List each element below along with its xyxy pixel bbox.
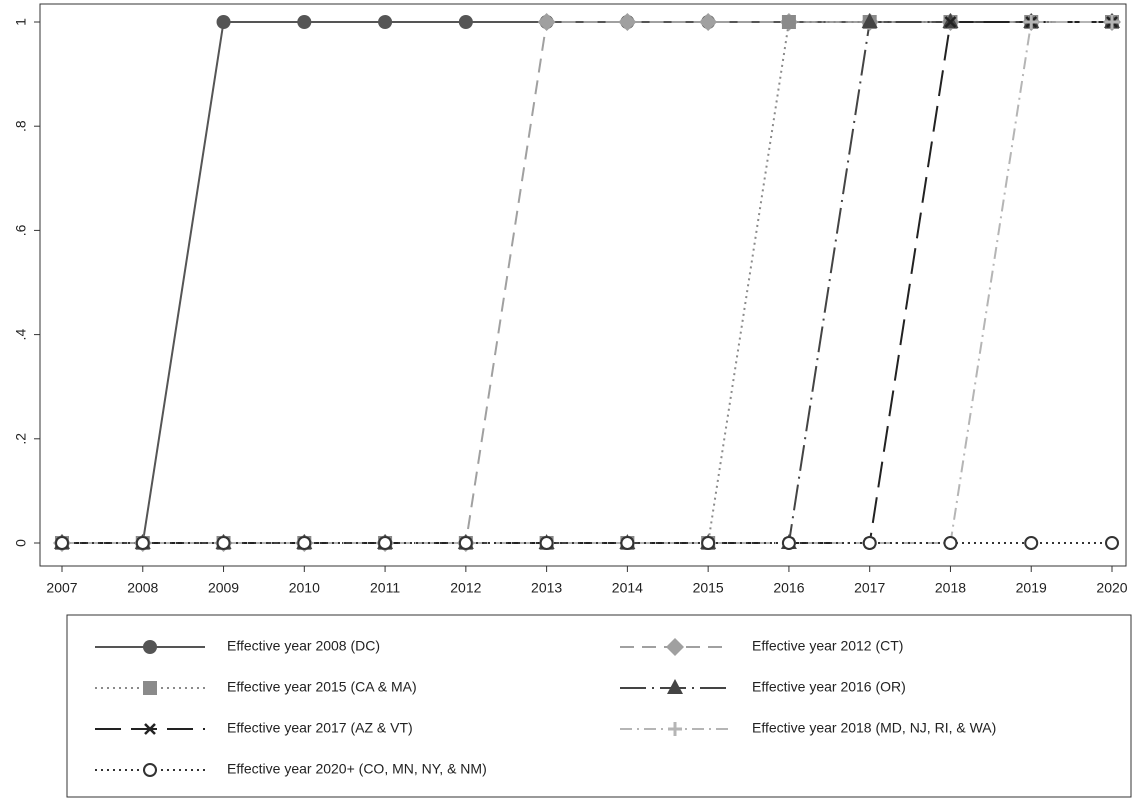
marker: [781, 15, 796, 29]
legend-marker: [143, 640, 157, 654]
legend-label: Effective year 2018 (MD, NJ, RI, & WA): [752, 720, 996, 736]
marker: [620, 536, 635, 550]
x-tick-label: 2020: [1096, 580, 1127, 596]
legend-label: Effective year 2017 (AZ & VT): [227, 720, 413, 736]
marker: [618, 13, 637, 31]
legend-marker: [143, 681, 157, 695]
x-tick-label: 2017: [854, 580, 885, 596]
legend-box: [66, 614, 1132, 798]
x-tick-label: 2012: [450, 580, 481, 596]
legend-label: Effective year 2012 (CT): [752, 638, 903, 654]
y-tick-label: .8: [13, 120, 29, 132]
marker: [378, 15, 393, 29]
legend-label: Effective year 2015 (CA & MA): [227, 679, 417, 695]
marker: [944, 16, 957, 28]
marker: [699, 13, 718, 31]
series-line: [62, 21, 1112, 544]
legend-marker: [667, 679, 683, 694]
x-tick-label: 2013: [531, 580, 562, 596]
legend-marker: [144, 723, 156, 735]
x-tick-label: 2019: [1016, 580, 1047, 596]
x-tick-label: 2014: [612, 580, 643, 596]
marker: [1024, 15, 1039, 29]
x-tick-label: 2018: [935, 580, 966, 596]
x-tick-label: 2015: [693, 580, 724, 596]
marker: [297, 15, 312, 29]
legend-marker: [666, 638, 684, 656]
legend-marker: [668, 722, 682, 736]
y-tick-label: .2: [13, 433, 29, 445]
y-tick-label: 0: [13, 539, 29, 547]
legend-label: Effective year 2008 (DC): [227, 638, 380, 654]
legend-item: Effective year 2020+ (CO, MN, NY, & NM): [95, 761, 487, 777]
series-line: [62, 21, 1112, 544]
plot-frame: [39, 3, 1127, 567]
legend-label: Effective year 2016 (OR): [752, 679, 906, 695]
series-line: [62, 21, 1112, 544]
x-tick-label: 2011: [370, 580, 400, 596]
series-line: [62, 21, 1112, 544]
legend-item: Effective year 2015 (CA & MA): [95, 679, 417, 695]
x-tick-label: 2007: [46, 580, 77, 596]
x-tick-label: 2016: [773, 580, 804, 596]
legend-item: Effective year 2017 (AZ & VT): [95, 720, 413, 736]
marker: [297, 536, 312, 550]
x-tick-label: 2010: [289, 580, 320, 596]
y-tick-label: .4: [13, 329, 29, 341]
x-tick-label: 2009: [208, 580, 239, 596]
marker: [539, 536, 554, 550]
legend-item: Effective year 2012 (CT): [620, 638, 903, 656]
y-tick-label: 1: [13, 18, 29, 26]
marker: [701, 536, 716, 550]
marker: [378, 536, 393, 550]
marker: [862, 536, 877, 550]
series-line: [62, 21, 1112, 544]
marker: [943, 536, 958, 550]
y-tick-label: .6: [13, 224, 29, 236]
marker: [458, 15, 473, 29]
marker: [1105, 536, 1119, 550]
marker: [1105, 15, 1119, 29]
marker: [135, 536, 150, 550]
marker: [537, 13, 556, 31]
legend-label: Effective year 2020+ (CO, MN, NY, & NM): [227, 761, 487, 777]
x-tick-label: 2008: [127, 580, 158, 596]
legend-item: Effective year 2018 (MD, NJ, RI, & WA): [620, 720, 996, 736]
legend-marker: [143, 763, 157, 777]
legend-item: Effective year 2016 (OR): [620, 679, 906, 695]
marker: [861, 13, 878, 28]
legend-item: Effective year 2008 (DC): [95, 638, 380, 654]
marker: [458, 536, 473, 550]
marker: [216, 15, 231, 29]
marker: [1024, 536, 1039, 550]
marker: [781, 536, 796, 550]
marker: [55, 536, 69, 550]
marker: [216, 536, 231, 550]
series-line: [62, 21, 1112, 544]
